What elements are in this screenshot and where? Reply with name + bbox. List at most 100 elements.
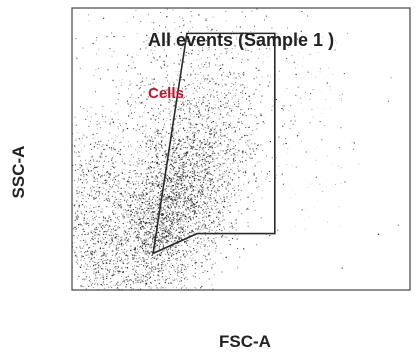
- data-point: [121, 178, 123, 180]
- data-point: [167, 185, 169, 187]
- data-point: [159, 199, 161, 201]
- data-point: [125, 279, 127, 281]
- data-point: [81, 194, 83, 196]
- data-point: [117, 234, 119, 236]
- data-point: [71, 236, 73, 238]
- data-point: [184, 249, 186, 251]
- data-point: [187, 170, 189, 172]
- data-point: [148, 244, 150, 246]
- data-point: [193, 139, 195, 141]
- data-point: [148, 165, 150, 167]
- data-point: [201, 158, 204, 161]
- data-point: [353, 142, 356, 144]
- data-point: [88, 256, 90, 259]
- data-point: [172, 253, 175, 256]
- data-point: [222, 206, 225, 208]
- data-point: [111, 229, 113, 231]
- data-point: [116, 257, 118, 259]
- data-point: [158, 202, 160, 204]
- data-point: [146, 217, 148, 219]
- data-point: [120, 213, 122, 215]
- data-point: [151, 227, 153, 229]
- data-point: [229, 108, 231, 110]
- data-point: [200, 165, 202, 167]
- data-point: [307, 71, 309, 73]
- data-point: [92, 218, 94, 220]
- data-point: [271, 105, 273, 107]
- data-point: [161, 217, 163, 219]
- data-point: [117, 238, 119, 241]
- data-point: [177, 143, 179, 146]
- data-point: [90, 257, 93, 259]
- data-point: [204, 179, 206, 181]
- data-point: [233, 147, 235, 149]
- data-point: [174, 28, 176, 30]
- data-point: [130, 227, 133, 230]
- data-point: [197, 73, 199, 75]
- data-point: [146, 253, 148, 255]
- data-point: [130, 210, 132, 213]
- data-point: [147, 212, 150, 214]
- data-point: [80, 224, 82, 226]
- data-point: [173, 279, 175, 282]
- data-point: [216, 168, 218, 170]
- data-point: [150, 146, 152, 148]
- data-point: [165, 217, 167, 219]
- data-point: [229, 70, 231, 72]
- data-point: [101, 114, 103, 116]
- data-point: [216, 164, 218, 167]
- data-point: [92, 133, 94, 136]
- data-point: [212, 161, 214, 162]
- data-point: [184, 192, 186, 194]
- data-point: [220, 203, 222, 205]
- data-point: [156, 130, 158, 133]
- data-point: [106, 283, 108, 285]
- data-point: [87, 115, 89, 117]
- data-point: [149, 188, 151, 190]
- data-point: [176, 191, 178, 193]
- data-point: [203, 195, 206, 197]
- data-point: [159, 259, 161, 261]
- data-point: [80, 224, 82, 226]
- data-point: [197, 213, 198, 214]
- data-point: [126, 268, 128, 270]
- data-point: [102, 273, 104, 275]
- data-point: [147, 238, 149, 240]
- data-point: [119, 201, 121, 203]
- data-point: [172, 168, 174, 170]
- data-point: [177, 267, 179, 268]
- data-point: [160, 168, 162, 170]
- data-point: [139, 245, 142, 248]
- data-point: [182, 194, 185, 197]
- data-point: [150, 261, 152, 263]
- data-point: [209, 89, 211, 91]
- data-point: [94, 282, 96, 284]
- data-point: [95, 69, 97, 71]
- data-point: [138, 197, 141, 199]
- data-point: [176, 222, 177, 224]
- data-point: [201, 219, 204, 222]
- data-point: [158, 172, 160, 174]
- data-point: [169, 181, 171, 184]
- data-point: [151, 266, 154, 269]
- data-point: [267, 75, 269, 77]
- data-point: [88, 247, 90, 250]
- data-point: [165, 197, 167, 199]
- data-point: [167, 207, 170, 209]
- data-point: [220, 134, 222, 136]
- data-point: [93, 252, 95, 254]
- data-point: [183, 241, 185, 243]
- data-point: [216, 245, 218, 247]
- data-point: [194, 203, 196, 205]
- data-point: [225, 84, 227, 86]
- data-point: [168, 108, 170, 110]
- data-point: [154, 217, 157, 219]
- data-point: [144, 244, 146, 246]
- data-point: [187, 195, 190, 198]
- data-point: [180, 235, 182, 236]
- data-point: [190, 97, 192, 99]
- data-point: [186, 152, 189, 155]
- data-point: [163, 233, 165, 235]
- data-point: [184, 200, 186, 203]
- data-point: [209, 215, 211, 217]
